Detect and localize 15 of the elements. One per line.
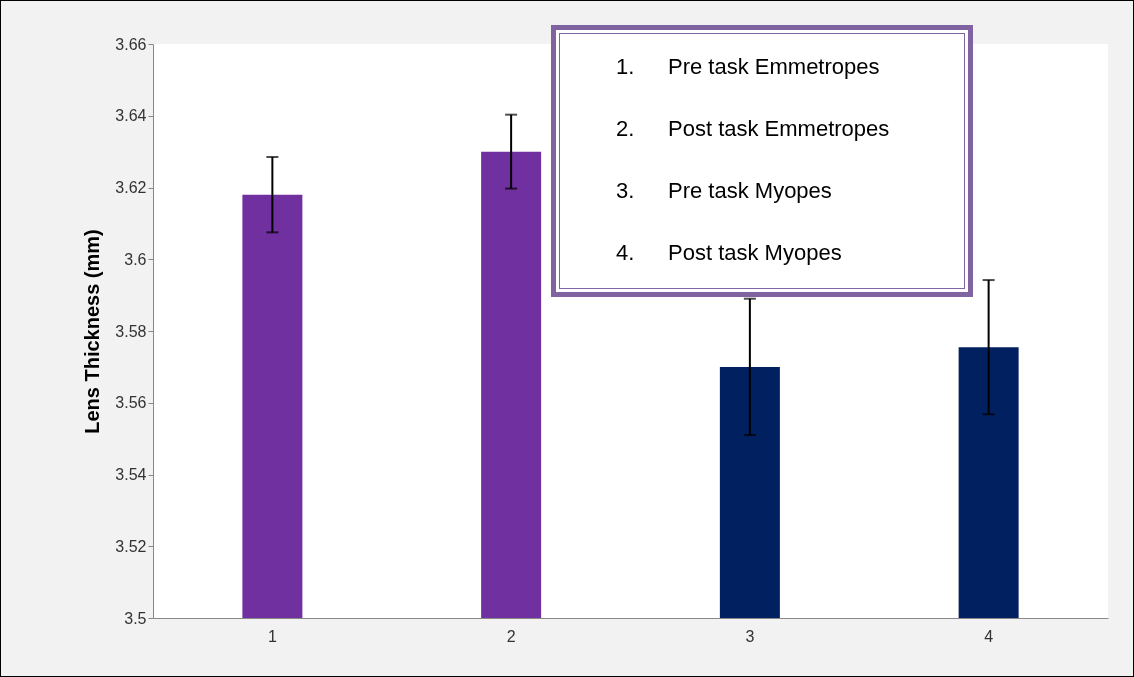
note-box: 1. Pre task Emmetropes 2. Post task Emmetropes 3. Pre task Myopes 4. Post task Myopes <box>551 25 973 297</box>
x-tick-label: 4 <box>984 627 994 645</box>
x-tick-label: 3 <box>745 627 755 645</box>
x-tick-label: 1 <box>267 627 277 645</box>
x-tick-label: 2 <box>506 627 516 645</box>
y-tick-label: 3.56 <box>115 394 147 412</box>
y-tick-label: 3.6 <box>124 250 147 268</box>
y-tick-label: 3.62 <box>115 179 147 196</box>
y-tick-label: 3.52 <box>115 537 147 555</box>
y-tick-label: 3.58 <box>115 322 147 340</box>
y-axis-title: Lens Thickness (mm) <box>81 229 104 434</box>
y-tick-label: 3.66 <box>115 35 147 53</box>
y-tick-label: 3.5 <box>124 609 147 627</box>
y-tick-label: 3.54 <box>115 466 147 483</box>
y-tick-label: 3.64 <box>115 107 147 125</box>
